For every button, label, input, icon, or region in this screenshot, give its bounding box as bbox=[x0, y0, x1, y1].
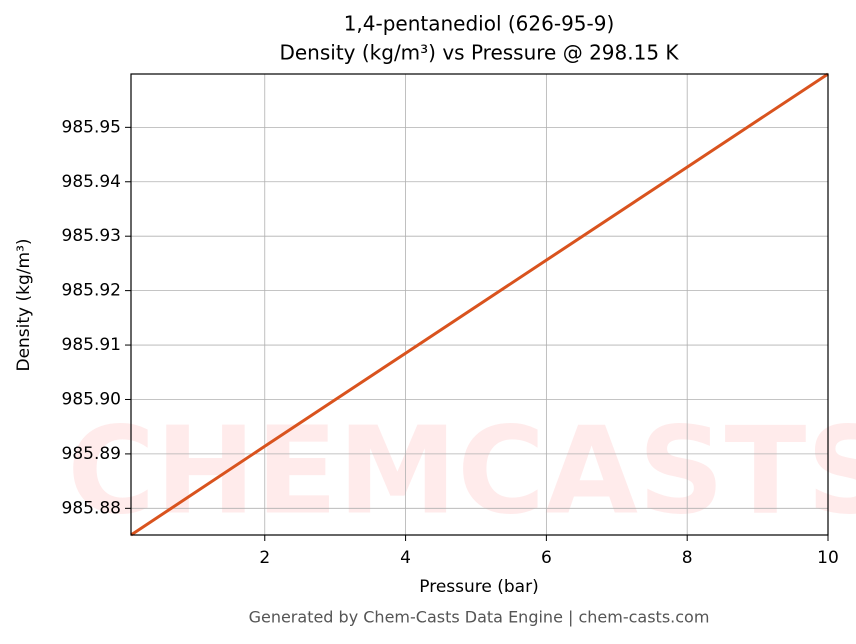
x-tick-label: 2 bbox=[259, 548, 270, 568]
y-tick-label: 985.95 bbox=[62, 117, 121, 137]
x-tick-label: 8 bbox=[682, 548, 693, 568]
y-tick-label: 985.92 bbox=[62, 281, 121, 301]
footer: Generated by Chem-Casts Data Engine | ch… bbox=[249, 608, 710, 627]
chart-title: 1,4-pentanediol (626-95-9) bbox=[344, 12, 615, 36]
y-tick-label: 985.93 bbox=[62, 226, 121, 246]
chart-subtitle: Density (kg/m³) vs Pressure @ 298.15 K bbox=[279, 41, 679, 65]
x-tick-label: 10 bbox=[817, 548, 839, 568]
data-line bbox=[130, 72, 829, 537]
y-tick-label: 985.89 bbox=[62, 444, 121, 464]
y-axis-label: Density (kg/m³) bbox=[14, 238, 34, 371]
y-tick-label: 985.94 bbox=[62, 172, 121, 192]
y-tick-label: 985.90 bbox=[62, 389, 121, 409]
watermark: CHEMCASTS bbox=[67, 403, 856, 542]
y-tick-label: 985.91 bbox=[62, 335, 121, 355]
x-axis-label: Pressure (bar) bbox=[419, 577, 538, 597]
x-tick-label: 4 bbox=[400, 548, 411, 568]
plot-frame bbox=[130, 73, 829, 536]
x-tick-label: 6 bbox=[541, 548, 552, 568]
y-tick-label: 985.88 bbox=[62, 498, 121, 518]
